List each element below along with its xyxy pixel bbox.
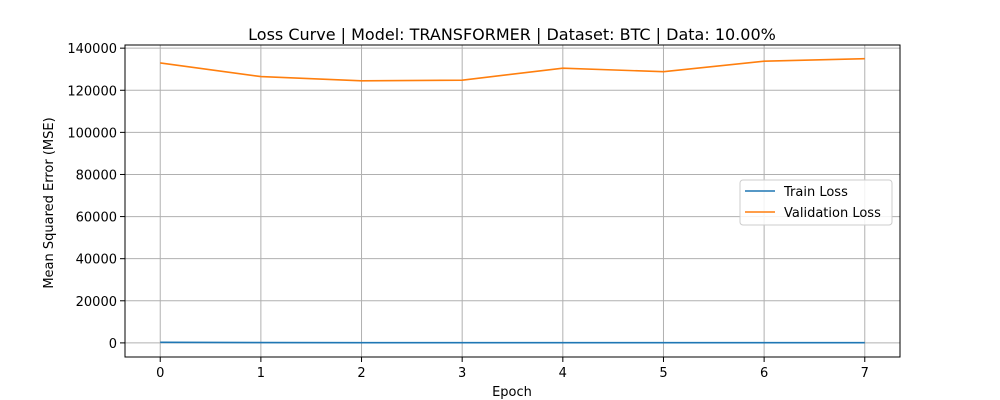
y-tick-label: 60000 xyxy=(76,211,117,226)
x-tick-label: 2 xyxy=(357,366,365,381)
x-tick-label: 1 xyxy=(257,366,265,381)
y-axis-label: Mean Squared Error (MSE) xyxy=(42,117,57,288)
y-tick-label: 140000 xyxy=(67,42,117,57)
x-tick-label: 3 xyxy=(458,366,466,381)
y-tick-label: 0 xyxy=(109,337,117,352)
x-tick-label: 6 xyxy=(760,366,768,381)
legend-label: Validation Loss xyxy=(784,206,881,221)
grid-lines xyxy=(125,45,900,357)
y-tick-label: 100000 xyxy=(67,126,117,141)
legend-box xyxy=(739,179,893,226)
y-tick-label: 20000 xyxy=(76,295,117,310)
plot-area-frame xyxy=(124,44,901,358)
x-axis-label: Epoch xyxy=(492,385,532,400)
x-tick-label: 4 xyxy=(559,366,567,381)
x-tick-label: 5 xyxy=(659,366,667,381)
x-tick-label: 0 xyxy=(156,366,164,381)
chart-title: Loss Curve | Model: TRANSFORMER | Datase… xyxy=(248,25,776,44)
y-tick-label: 40000 xyxy=(76,253,117,268)
legend: Train Loss Validation Loss xyxy=(739,179,893,226)
y-tick-label: 120000 xyxy=(67,84,117,99)
y-tick-label: 80000 xyxy=(76,168,117,183)
series-lines xyxy=(160,57,865,344)
x-tick-label: 7 xyxy=(861,366,869,381)
axis-ticks: 0 1 2 3 4 5 6 7 0 20000 40000 60000 80000 100000 12000… xyxy=(67,42,869,381)
series-line-1 xyxy=(160,57,865,82)
legend-label: Train Loss xyxy=(783,185,848,200)
